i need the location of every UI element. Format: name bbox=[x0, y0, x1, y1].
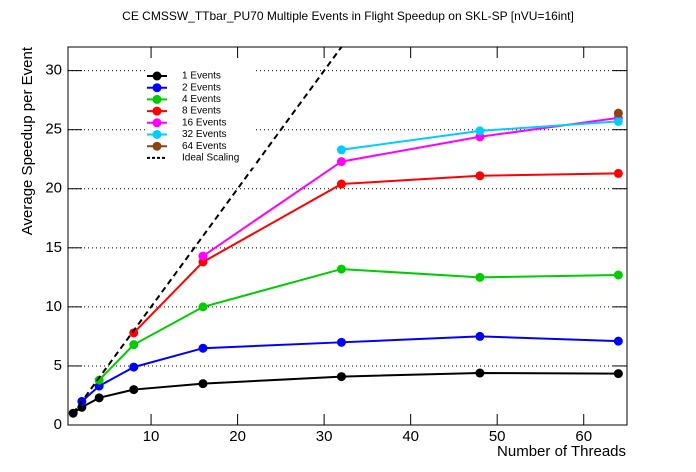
legend-marker bbox=[152, 118, 162, 128]
x-axis-title: Number of Threads bbox=[497, 443, 626, 460]
legend-label: 8 Events bbox=[182, 106, 221, 117]
data-point bbox=[129, 362, 139, 372]
data-point bbox=[336, 264, 346, 274]
data-point bbox=[129, 385, 139, 395]
y-axis-title: Average Speedup per Event bbox=[19, 46, 36, 235]
data-point bbox=[94, 375, 104, 385]
y-tick-label: 15 bbox=[45, 239, 62, 256]
data-point bbox=[613, 108, 623, 118]
legend-label: 4 Events bbox=[182, 94, 221, 105]
data-point bbox=[129, 340, 139, 350]
legend-label: 1 Events bbox=[182, 71, 221, 82]
x-tick-label: 40 bbox=[402, 428, 419, 445]
x-tick-label: 20 bbox=[229, 428, 246, 445]
data-point bbox=[198, 379, 208, 389]
legend-marker bbox=[152, 106, 162, 116]
legend-marker bbox=[152, 83, 162, 93]
data-point bbox=[336, 145, 346, 155]
data-point bbox=[198, 251, 208, 261]
series-line bbox=[98, 268, 619, 381]
x-tick-label: 10 bbox=[143, 428, 160, 445]
data-point bbox=[475, 171, 485, 181]
legend-marker bbox=[152, 71, 162, 81]
legend-label: Ideal Scaling bbox=[182, 153, 239, 164]
y-tick-label: 10 bbox=[45, 298, 62, 315]
legend-box bbox=[145, 70, 255, 168]
data-point bbox=[613, 168, 623, 178]
legend-label: 32 Events bbox=[182, 129, 226, 140]
legend-label: 2 Events bbox=[182, 82, 221, 93]
x-tick-label: 60 bbox=[575, 428, 592, 445]
y-tick-label: 0 bbox=[54, 416, 62, 433]
x-tick-label: 50 bbox=[489, 428, 506, 445]
legend-marker bbox=[152, 94, 162, 104]
y-tick-label: 30 bbox=[45, 62, 62, 79]
series-line bbox=[72, 47, 343, 414]
plot-area bbox=[68, 47, 623, 418]
legend-marker bbox=[152, 130, 162, 139]
data-point bbox=[475, 368, 485, 378]
y-tick-label: 5 bbox=[54, 357, 62, 374]
series-line bbox=[202, 116, 619, 257]
data-point bbox=[475, 272, 485, 282]
data-point bbox=[198, 343, 208, 353]
data-point bbox=[129, 328, 139, 338]
data-point bbox=[475, 126, 485, 136]
legend-label: 64 Events bbox=[182, 141, 226, 152]
y-tick-label: 25 bbox=[45, 121, 62, 138]
chart-title: CE CMSSW_TTbar_PU70 Multiple Events in F… bbox=[122, 9, 574, 23]
data-point bbox=[198, 302, 208, 312]
y-tick-label: 20 bbox=[45, 180, 62, 197]
data-point bbox=[475, 331, 485, 341]
data-point bbox=[336, 179, 346, 189]
data-point bbox=[336, 157, 346, 167]
legend-label: 16 Events bbox=[182, 117, 226, 128]
data-point bbox=[94, 393, 104, 403]
data-point bbox=[336, 337, 346, 347]
data-point bbox=[613, 336, 623, 346]
data-point bbox=[613, 270, 623, 280]
x-tick-label: 30 bbox=[316, 428, 333, 445]
data-point bbox=[336, 372, 346, 382]
data-point bbox=[613, 116, 623, 126]
legend-marker bbox=[152, 141, 162, 151]
plot-frame bbox=[67, 46, 628, 426]
data-point bbox=[613, 369, 623, 379]
